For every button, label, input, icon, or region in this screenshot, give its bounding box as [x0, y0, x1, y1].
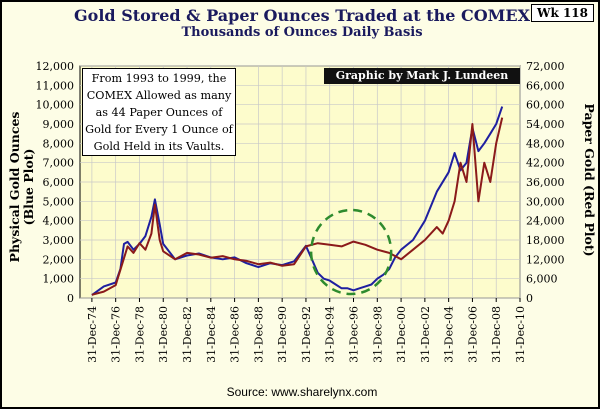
annotation-line: Gold Held in its Vaults.	[93, 140, 225, 153]
right-tick-label: 54,000	[526, 118, 565, 131]
right-tick-label: 18,000	[526, 234, 565, 247]
right-tick-label: 66,000	[526, 79, 565, 92]
right-tick-label: 60,000	[526, 99, 565, 112]
x-tick-label: 31-Dec-02	[419, 306, 432, 363]
left-tick-label: 11,000	[36, 79, 75, 92]
x-tick-label: 31-Dec-90	[276, 306, 289, 363]
paper-gold-series-line	[91, 117, 504, 296]
left-tick-label: 7,000	[43, 157, 75, 170]
right-tick-label: 6,000	[526, 273, 558, 286]
right-tick-label: 36,000	[526, 176, 565, 189]
right-tick-label: 24,000	[526, 215, 565, 228]
right-axis-title-line: Paper Gold (Red Plot)	[582, 103, 597, 257]
annotation-line: COMEX Allowed as many	[86, 89, 232, 102]
source-note: Source: www.sharelynx.com	[226, 385, 378, 399]
annotation-box: From 1993 to 1999, the COMEX Allowed as …	[82, 68, 236, 156]
left-axis-title-line: (Blue Plot)	[21, 148, 36, 226]
highlight-circle	[309, 208, 393, 296]
x-tick-label: 31-Dec-92	[300, 306, 313, 363]
left-tick-label: 1,000	[43, 273, 75, 286]
right-axis-title: Paper Gold (Red Plot)	[582, 80, 597, 280]
left-axis-title: Physical Gold Ounces (Blue Plot)	[7, 87, 36, 287]
right-tick-label: 30,000	[526, 195, 565, 208]
annotation-line: From 1993 to 1999, the	[91, 72, 227, 85]
x-tick-label: 31-Dec-84	[205, 306, 218, 363]
x-tick-label: 31-Dec-76	[110, 306, 123, 363]
chart-title: Gold Stored & Paper Ounces Traded at the…	[74, 6, 530, 25]
x-tick-label: 31-Dec-06	[466, 306, 479, 363]
left-axis-title-line: Physical Gold Ounces	[7, 111, 22, 263]
week-badge: Wk 118	[530, 4, 594, 22]
right-tick-label: 12,000	[526, 253, 565, 266]
x-tick-label: 31-Dec-08	[490, 306, 503, 363]
left-tick-label: 10,000	[36, 99, 75, 112]
annotation-line: as 44 Paper Ounces of	[95, 106, 223, 119]
x-tick-label: 31-Dec-10	[514, 306, 527, 363]
x-tick-label: 31-Dec-96	[348, 306, 361, 363]
x-tick-label: 31-Dec-86	[229, 306, 242, 363]
right-tick-label: 42,000	[526, 157, 565, 170]
x-tick-label: 31-Dec-00	[395, 306, 408, 363]
left-tick-label: 4,000	[43, 215, 75, 228]
x-tick-label: 31-Dec-88	[252, 306, 265, 363]
left-tick-label: 5,000	[43, 195, 75, 208]
left-tick-label: 3,000	[43, 234, 75, 247]
x-tick-label: 31-Dec-78	[133, 306, 146, 363]
chart-subtitle: Thousands of Ounces Daily Basis	[181, 25, 423, 40]
x-tick-label: 31-Dec-98	[371, 306, 384, 363]
x-tick-label: 31-Dec-82	[181, 306, 194, 363]
x-tick-label: 31-Dec-80	[157, 306, 170, 363]
right-tick-label: 72,000	[526, 60, 565, 73]
right-tick-label: 48,000	[526, 137, 565, 150]
right-tick-label: 0	[526, 292, 533, 305]
credit-banner: Graphic by Mark J. Lundeen	[324, 68, 520, 84]
x-tick-label: 31-Dec-74	[86, 306, 99, 363]
x-tick-label: 31-Dec-04	[443, 306, 456, 363]
left-tick-label: 6,000	[43, 176, 75, 189]
left-tick-label: 2,000	[43, 253, 75, 266]
left-tick-label: 9,000	[43, 118, 75, 131]
x-tick-label: 31-Dec-94	[324, 306, 337, 363]
left-tick-label: 12,000	[36, 60, 75, 73]
left-tick-label: 0	[67, 292, 74, 305]
annotation-line: Gold for Every 1 Ounce of	[85, 123, 233, 136]
left-tick-label: 8,000	[43, 137, 75, 150]
